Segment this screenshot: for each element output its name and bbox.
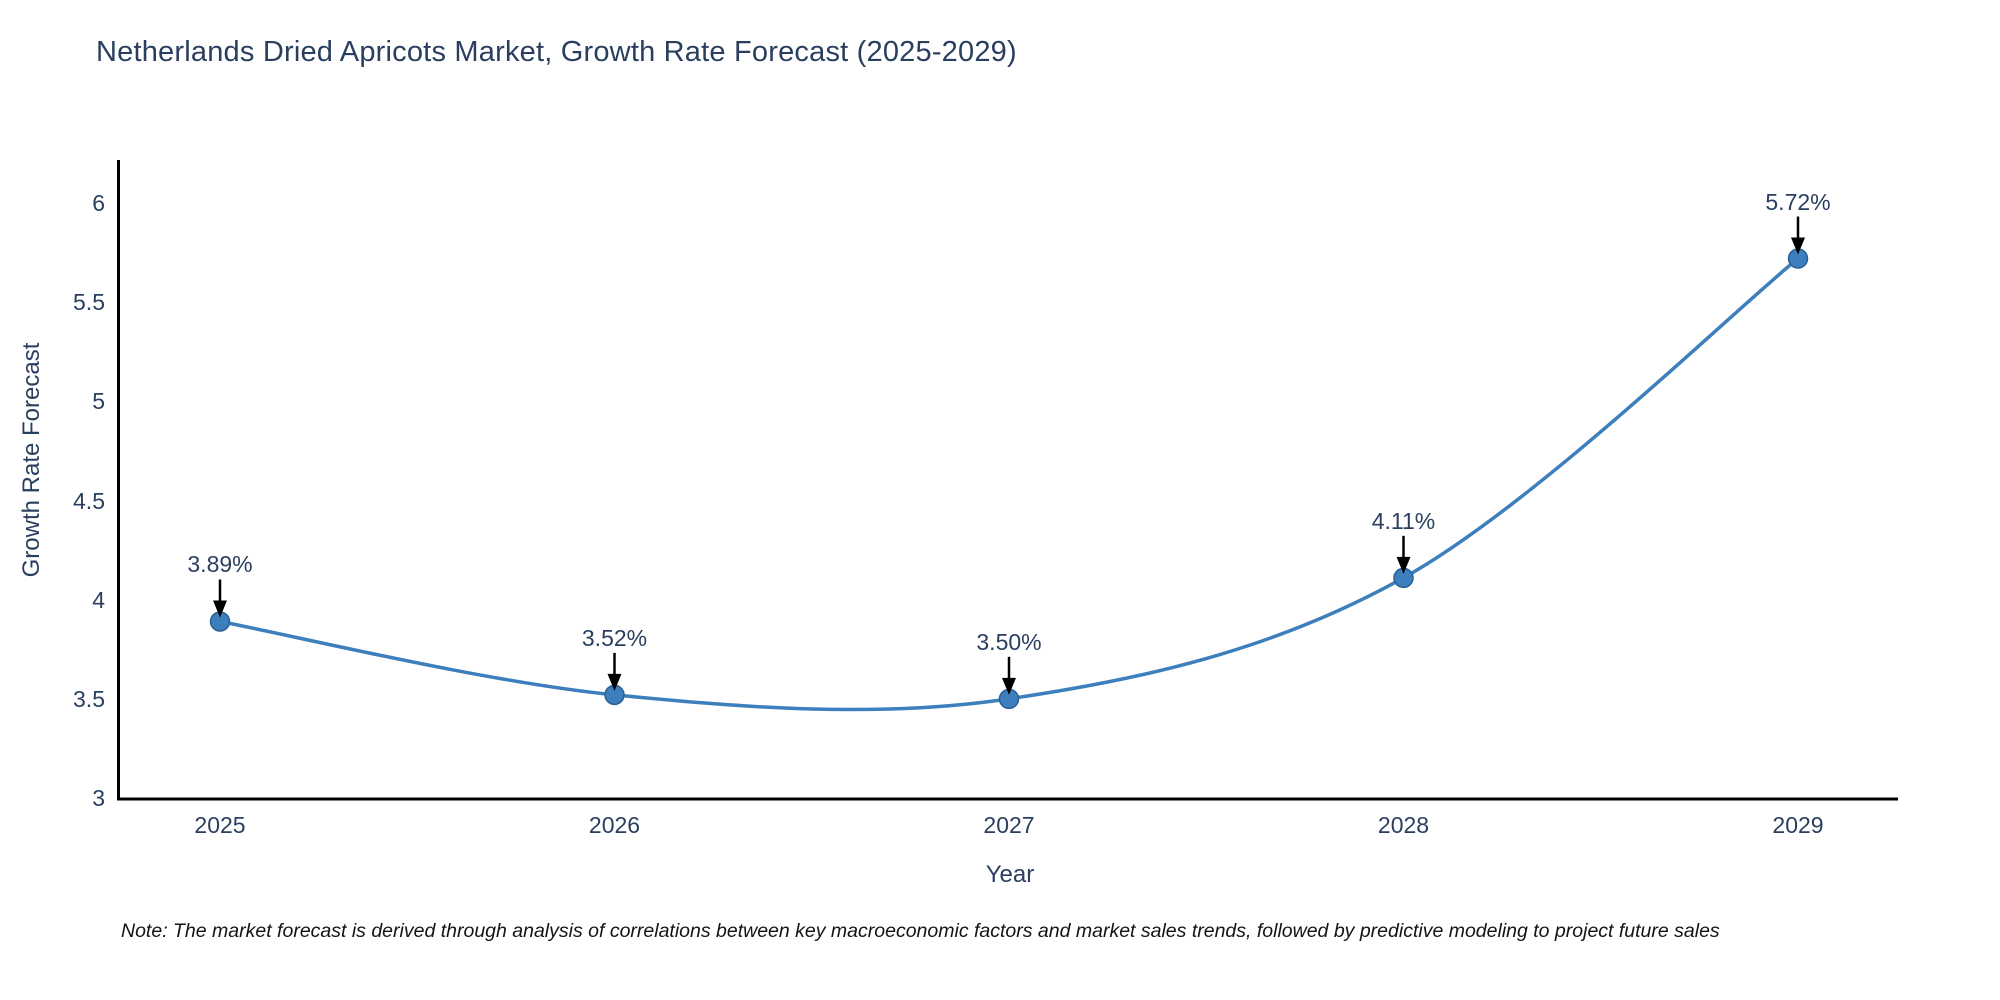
x-tick-label: 2026	[588, 812, 641, 838]
data-point-label: 3.52%	[581, 624, 648, 651]
footnote: Note: The market forecast is derived thr…	[121, 920, 1720, 942]
x-tick-label: 2027	[983, 812, 1035, 838]
y-tick-label: 4.5	[73, 487, 105, 514]
annotation-arrowhead	[213, 600, 227, 618]
data-point-label: 3.89%	[187, 551, 253, 578]
data-point-label: 5.72%	[1765, 188, 1831, 215]
annotation-arrowhead	[1791, 237, 1805, 255]
y-tick-label: 4	[92, 586, 105, 613]
annotation-arrowhead	[1396, 556, 1411, 574]
data-point-label: 4.11%	[1371, 507, 1436, 534]
x-tick-label: 2028	[1377, 812, 1430, 838]
y-tick-label: 5	[92, 388, 105, 415]
y-tick-label: 3.5	[73, 685, 105, 712]
annotation-arrowhead	[607, 673, 622, 691]
y-tick-label: 6	[92, 190, 105, 216]
data-point-label: 3.50%	[976, 628, 1042, 655]
annotation-arrowhead	[1002, 677, 1016, 695]
y-tick-label: 5.5	[73, 289, 105, 316]
x-axis-title: Year	[985, 861, 1035, 888]
x-tick-label: 2025	[194, 812, 246, 838]
chart-title: Netherlands Dried Apricots Market, Growt…	[96, 36, 1017, 68]
x-tick-label: 2029	[1772, 812, 1824, 838]
y-tick-label: 3	[92, 785, 105, 811]
